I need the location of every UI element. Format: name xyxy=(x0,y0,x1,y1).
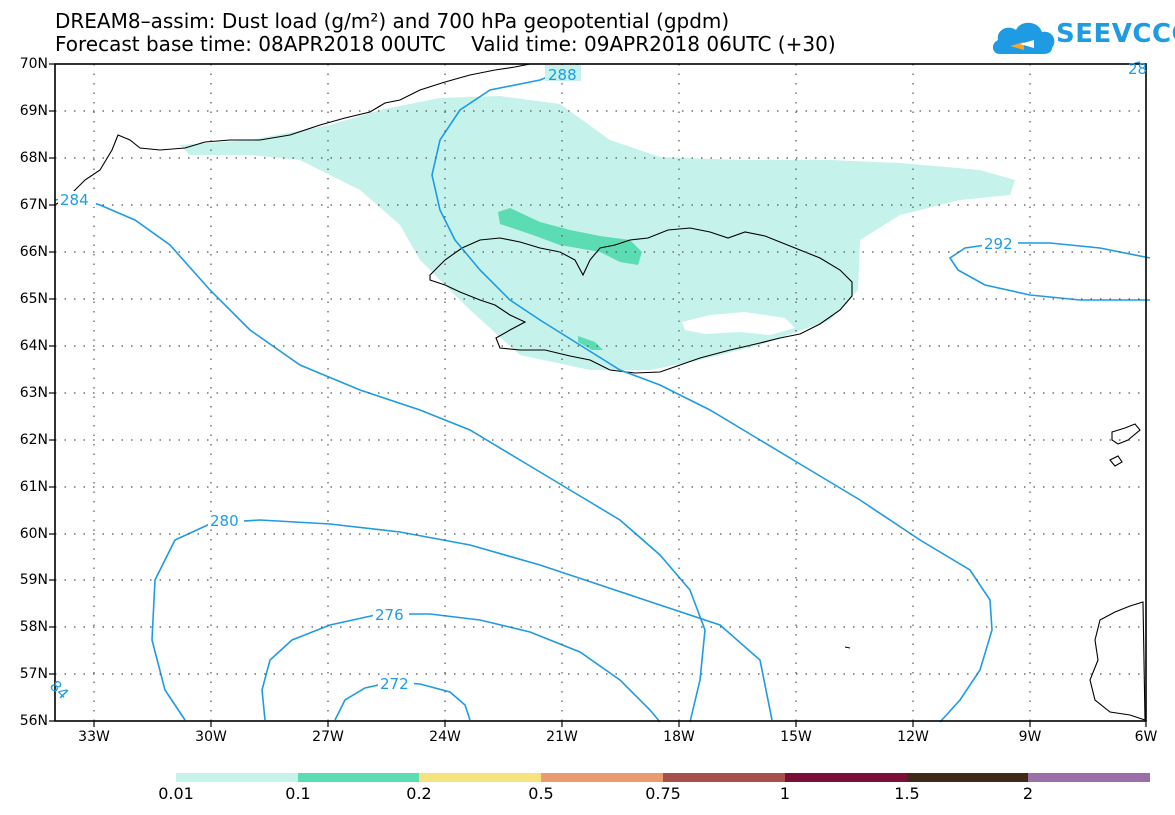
lon-label: 33W xyxy=(78,729,110,745)
colorbar-label: 0.2 xyxy=(406,784,432,803)
lat-label: 59N xyxy=(19,572,48,588)
colorbar-label: 1.5 xyxy=(894,784,920,803)
lat-label: 67N xyxy=(19,197,48,213)
colorbar-cell xyxy=(1028,773,1150,782)
colorbar-label: 2 xyxy=(1022,784,1034,803)
contour-label: 276 xyxy=(375,606,404,624)
lat-label: 56N xyxy=(19,713,48,729)
contour-label: 272 xyxy=(380,675,409,693)
lon-label: 30W xyxy=(195,729,227,745)
colorbar-cell xyxy=(419,773,541,782)
cloud-icon xyxy=(992,22,1055,54)
geopotential-contours xyxy=(54,61,1151,723)
colorbar-cell xyxy=(907,773,1028,782)
lon-label: 12W xyxy=(897,729,929,745)
colorbar-label: 0.01 xyxy=(158,784,194,803)
lon-label: 21W xyxy=(546,729,578,745)
contour-label: 28 xyxy=(1128,60,1147,78)
lon-label: 9W xyxy=(1018,729,1042,745)
dust-region-light xyxy=(180,96,1015,370)
colorbar-cell xyxy=(663,773,785,782)
logo-text: SEEVCCC xyxy=(1056,19,1175,49)
lat-label: 62N xyxy=(19,432,48,448)
colorbar-label: 1 xyxy=(779,784,791,803)
colorbar-label: 0.1 xyxy=(285,784,311,803)
lon-label: 15W xyxy=(780,729,812,745)
contour-label: 292 xyxy=(984,235,1013,253)
coastline xyxy=(54,63,1146,721)
contour-label: 288 xyxy=(548,66,577,84)
lon-label: 27W xyxy=(312,729,344,745)
colorbar-label: 0.5 xyxy=(528,784,554,803)
dust-region-medium xyxy=(498,208,642,265)
lat-label: 66N xyxy=(19,244,48,260)
lat-label: 65N xyxy=(19,291,48,307)
colorbar-cell xyxy=(785,773,907,782)
contour-label: 280 xyxy=(210,512,239,530)
lat-label: 63N xyxy=(19,385,48,401)
colorbar-cell xyxy=(176,773,298,782)
lat-label: 60N xyxy=(19,526,48,542)
dust-gap xyxy=(682,312,795,335)
colorbar-cell xyxy=(541,773,663,782)
lat-label: 57N xyxy=(19,666,48,682)
lon-label: 24W xyxy=(429,729,461,745)
lon-label: 6W xyxy=(1134,729,1158,745)
axis-ticks xyxy=(49,63,1147,727)
colorbar-label: 0.75 xyxy=(645,784,681,803)
colorbar-cell xyxy=(298,773,419,782)
lat-lon-grid xyxy=(55,64,1146,721)
lat-label: 68N xyxy=(19,150,48,166)
lat-label: 64N xyxy=(19,338,48,354)
contour-label: 84 xyxy=(46,677,72,703)
lat-label: 70N xyxy=(19,56,48,72)
lon-label: 18W xyxy=(663,729,695,745)
lat-label: 58N xyxy=(19,619,48,635)
map-title: DREAM8–assim: Dust load (g/m²) and 700 h… xyxy=(55,9,730,33)
contour-label: 284 xyxy=(60,191,89,209)
lat-label: 61N xyxy=(19,479,48,495)
map-subtitle: Forecast base time: 08APR2018 00UTC Vali… xyxy=(55,32,836,56)
lat-label: 69N xyxy=(19,103,48,119)
